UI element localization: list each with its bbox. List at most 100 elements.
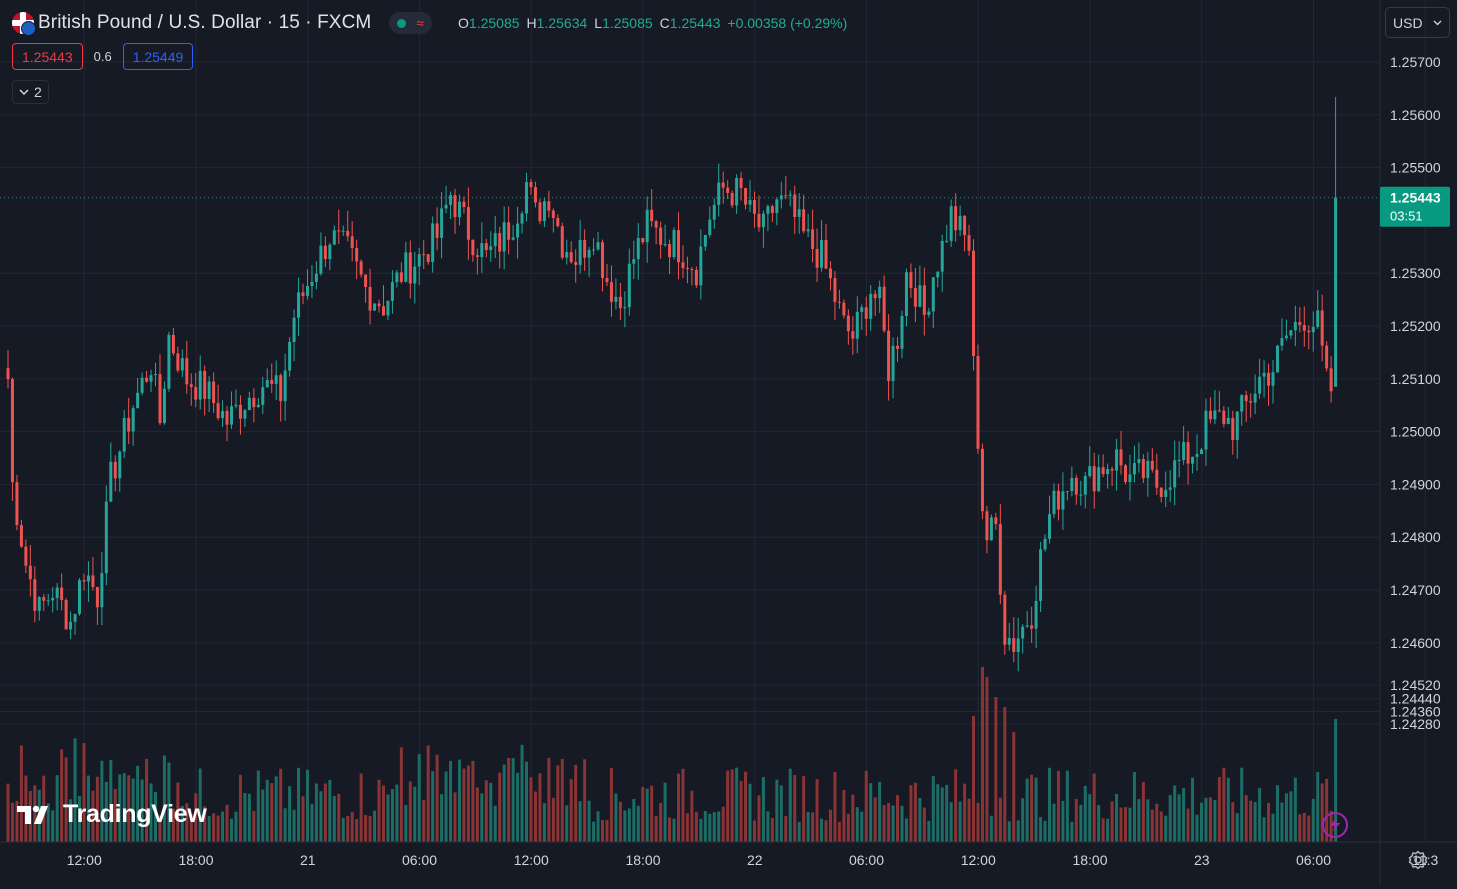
- time-tick-label: 23: [1194, 852, 1210, 868]
- candle-body: [435, 223, 439, 238]
- volume-bar: [113, 788, 117, 842]
- lightning-alert-icon[interactable]: [1322, 812, 1348, 838]
- sell-price-button[interactable]: 1.25443: [12, 43, 83, 70]
- volume-bar: [100, 760, 104, 842]
- candle-body: [140, 377, 144, 393]
- volume-bar: [234, 811, 238, 842]
- volume-bar: [1235, 813, 1239, 842]
- volume-bar: [1226, 777, 1230, 842]
- indicators-collapse-button[interactable]: 2: [12, 80, 49, 104]
- volume-bar: [1106, 818, 1110, 842]
- candle-body: [735, 177, 739, 206]
- candle-body: [699, 246, 703, 286]
- volume-bar: [1124, 807, 1127, 842]
- volume-bar: [395, 784, 399, 842]
- candle-body: [1056, 490, 1060, 510]
- volume-bar: [864, 770, 868, 842]
- candle-body: [958, 215, 962, 231]
- volume-bar: [417, 754, 421, 842]
- volume-bar: [985, 677, 989, 842]
- volume-bar: [958, 801, 962, 842]
- candle-body: [42, 597, 46, 601]
- candle-body: [636, 237, 640, 260]
- volume-bar: [583, 759, 587, 842]
- candle-body: [1275, 345, 1279, 373]
- candle-body: [1271, 372, 1275, 386]
- volume-bar: [185, 803, 189, 842]
- volume-bar: [221, 811, 225, 842]
- candle-body: [1217, 410, 1221, 412]
- bid-ask-row: 1.25443 0.6 1.25449: [12, 43, 194, 70]
- volume-bar: [283, 808, 287, 842]
- candle-body: [569, 252, 573, 263]
- candle-body: [1007, 638, 1011, 645]
- settings-gear-icon[interactable]: [1407, 849, 1429, 871]
- candle-body: [846, 315, 850, 332]
- candle-body: [757, 213, 761, 228]
- close-value: 1.25443: [669, 15, 721, 31]
- bar-countdown: 03:51: [1390, 209, 1423, 224]
- volume-bar: [730, 769, 734, 842]
- candle-body: [842, 302, 846, 316]
- candle-body: [828, 268, 832, 279]
- candle-body: [390, 282, 394, 301]
- volume-bar: [609, 768, 613, 842]
- candle-body: [574, 262, 578, 265]
- candle-body: [422, 254, 426, 256]
- volume-bar: [516, 772, 520, 842]
- symbol-title[interactable]: British Pound / U.S. Dollar · 15 · FXCM: [38, 12, 372, 33]
- volume-bar: [779, 785, 783, 842]
- last-price-value: 1.25443: [1390, 190, 1441, 206]
- currency-select[interactable]: USD: [1385, 7, 1450, 38]
- market-status-pill[interactable]: ≈: [389, 12, 433, 34]
- volume-bar: [703, 810, 707, 842]
- volume-bar: [887, 803, 891, 842]
- candle-body: [1097, 467, 1101, 492]
- candle-body: [703, 234, 707, 247]
- candle-body: [511, 237, 515, 240]
- volume-bar: [1173, 785, 1177, 842]
- volume-bar: [274, 776, 278, 842]
- candle-body: [641, 237, 645, 243]
- candle-body: [931, 277, 935, 312]
- time-tick-label: 06:00: [402, 852, 437, 868]
- volume-bar: [51, 810, 55, 842]
- time-tick-label: 12:00: [961, 852, 996, 868]
- volume-bar: [15, 800, 19, 842]
- volume-bar: [918, 797, 922, 842]
- volume-bar: [1334, 719, 1338, 842]
- volume-bar: [1231, 801, 1235, 842]
- tradingview-logo[interactable]: TradingView: [15, 800, 207, 829]
- volume-bar: [1199, 802, 1203, 842]
- volume-bar: [1110, 801, 1114, 842]
- volume-bar: [288, 786, 292, 842]
- volume-bar: [949, 802, 953, 842]
- candle-body: [668, 244, 672, 258]
- candle-body: [171, 334, 175, 354]
- candle-body: [909, 272, 913, 288]
- volume-bar: [547, 757, 551, 842]
- candle-body: [1132, 463, 1136, 475]
- candle-body: [1302, 324, 1306, 331]
- price-axis[interactable]: 1.25700 1.25600 1.25500 1.25300 1.25200 1.251…: [1390, 54, 1441, 732]
- candle-body: [149, 375, 153, 382]
- candle-body: [1164, 489, 1168, 498]
- candle-body: [954, 206, 958, 231]
- candle-body: [158, 374, 162, 424]
- candle-body: [399, 272, 403, 282]
- volume-bar: [1025, 778, 1029, 842]
- volume-bar: [788, 768, 792, 842]
- buy-price-button[interactable]: 1.25449: [122, 43, 194, 70]
- volume-bar: [954, 769, 958, 842]
- candles: [6, 96, 1338, 672]
- time-axis[interactable]: 12:00 18:00 21 06:00 12:00 18:00 22 06:00 12:00 1…: [67, 852, 1439, 868]
- candle-body: [51, 597, 55, 601]
- volume-bar: [167, 762, 171, 842]
- volume-bar: [712, 812, 716, 842]
- candle-body: [878, 286, 882, 299]
- volume-bar: [811, 812, 815, 842]
- volume-bar: [690, 790, 694, 842]
- candle-body: [1039, 549, 1043, 601]
